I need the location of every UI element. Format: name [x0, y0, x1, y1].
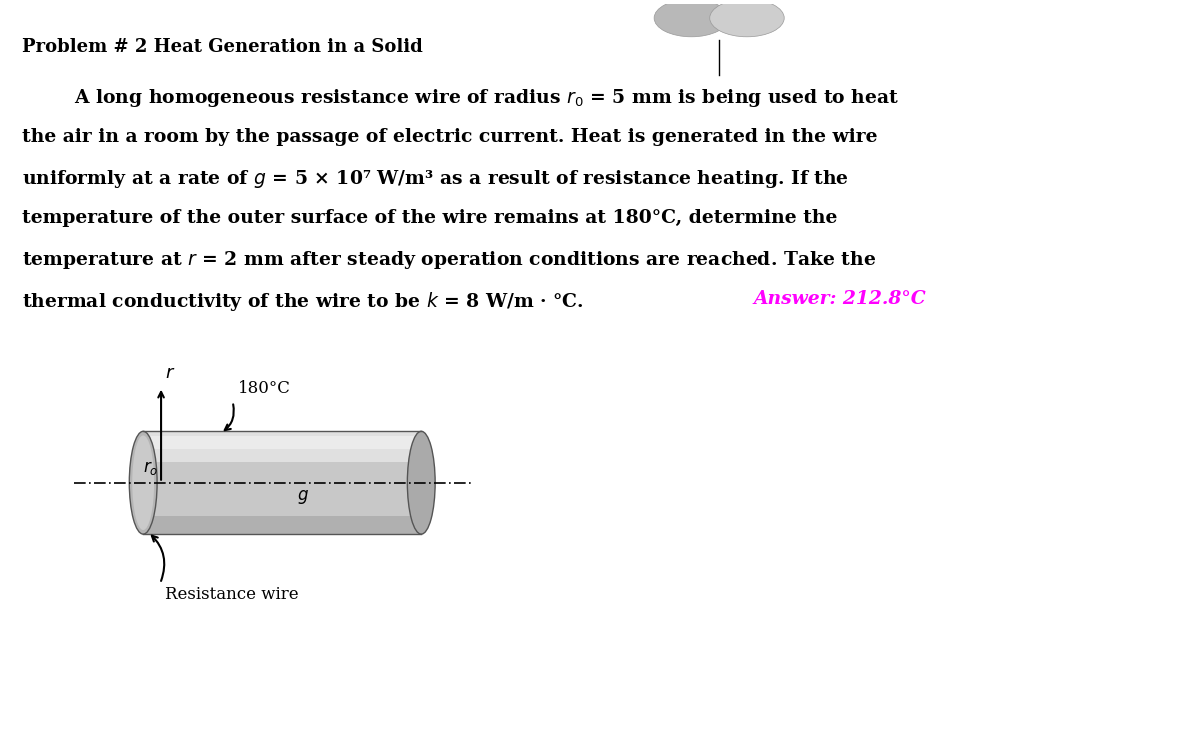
Text: $g$: $g$: [298, 488, 310, 505]
Bar: [143, 516, 421, 534]
Ellipse shape: [132, 435, 154, 530]
Text: uniformly at a rate of $g$ = 5 × 10⁷ W/m³ as a result of resistance heating. If : uniformly at a rate of $g$ = 5 × 10⁷ W/m…: [22, 168, 848, 191]
Ellipse shape: [130, 432, 157, 534]
Ellipse shape: [709, 0, 785, 37]
Text: 180°C: 180°C: [238, 380, 290, 397]
Text: the air in a room by the passage of electric current. Heat is generated in the w: the air in a room by the passage of elec…: [22, 128, 877, 146]
Text: $r$: $r$: [166, 364, 175, 382]
Text: temperature at $r$ = 2 mm after steady operation conditions are reached. Take th: temperature at $r$ = 2 mm after steady o…: [22, 249, 876, 271]
Bar: [143, 432, 421, 462]
Bar: [143, 437, 421, 449]
Text: A long homogeneous resistance wire of radius $r_0$ = 5 mm is being used to heat: A long homogeneous resistance wire of ra…: [22, 87, 899, 109]
Ellipse shape: [654, 0, 728, 37]
Text: Problem # 2 Heat Generation in a Solid: Problem # 2 Heat Generation in a Solid: [22, 38, 422, 55]
Text: Resistance wire: Resistance wire: [166, 585, 299, 602]
Text: thermal conductivity of the wire to be $k$ = 8 W/m · °C.: thermal conductivity of the wire to be $…: [22, 290, 599, 313]
Text: $r_o$: $r_o$: [143, 459, 158, 477]
Text: temperature of the outer surface of the wire remains at 180°C, determine the: temperature of the outer surface of the …: [22, 209, 838, 227]
Bar: [143, 432, 421, 534]
Ellipse shape: [407, 432, 436, 534]
Text: Answer: 212.8°C: Answer: 212.8°C: [754, 290, 926, 308]
